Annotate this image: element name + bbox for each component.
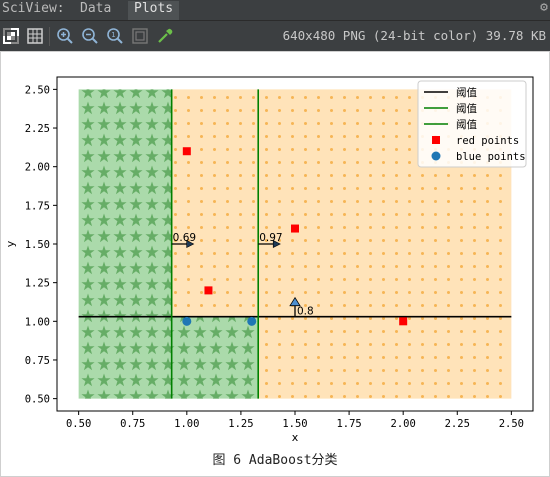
y-tick-label: 2.25 <box>25 123 50 135</box>
annotation-arrow-head <box>272 240 281 248</box>
zoom-out-icon[interactable] <box>81 27 99 45</box>
region-hatch <box>258 316 512 399</box>
x-tick-label: 1.75 <box>336 418 361 430</box>
x-axis-ticks: 0.50 0.75 1.00 1.25 1.50 1.75 2.00 2.25 2.50 <box>66 411 524 430</box>
annotation-label: 0.69 <box>173 232 196 244</box>
x-tick-label: 0.75 <box>120 418 145 430</box>
image-info: 640x480 PNG (24-bit color) 39.78 KB <box>282 28 546 43</box>
red-point <box>182 147 191 156</box>
annotation-label: 0.97 <box>259 232 282 244</box>
actual-size-icon[interactable]: 1 <box>106 27 124 45</box>
tab-plots[interactable]: Plots <box>128 1 180 20</box>
y-axis-ticks: 0.50 0.75 1.00 1.25 1.50 1.75 2.00 2.25 2.50 <box>25 84 57 406</box>
fit-icon[interactable] <box>131 27 149 45</box>
x-tick-label: 1.00 <box>174 418 199 430</box>
y-tick-label: 1.00 <box>25 316 50 328</box>
x-tick-label: 1.25 <box>228 418 253 430</box>
svg-text:1: 1 <box>111 31 115 39</box>
legend-circle-swatch <box>431 151 441 161</box>
annotation-label: 0.8 <box>297 306 314 318</box>
image-toolbar: 1 640x480 PNG (24-bit color) 39.78 KB <box>0 20 550 52</box>
sciview-header: SciView: Data Plots ⚙ <box>0 0 550 20</box>
x-tick-label: 0.50 <box>66 418 91 430</box>
blue-point <box>247 316 257 326</box>
legend-label: red points <box>456 135 519 147</box>
data-points <box>182 147 408 326</box>
y-tick-label: 1.75 <box>25 200 50 212</box>
adaboost-chart: 0.69 0.97 0.8 0.50 0.75 1.00 1.25 1.50 1.75 2.00… <box>4 76 534 444</box>
legend-label: 阈值 <box>456 118 477 131</box>
region-hatch <box>171 316 259 399</box>
annotation-arrow-head <box>289 296 301 307</box>
tab-data[interactable]: Data <box>80 1 112 16</box>
x-tick-label: 2.50 <box>499 418 524 430</box>
legend-square-swatch <box>432 136 440 144</box>
red-point <box>204 286 213 295</box>
red-point <box>291 224 299 233</box>
color-picker-icon[interactable] <box>156 27 174 45</box>
legend-label: 阈值 <box>456 102 477 115</box>
region-hatch <box>78 89 172 399</box>
legend-label: blue points <box>456 151 526 163</box>
y-tick-label: 0.75 <box>25 355 50 367</box>
y-tick-label: 0.50 <box>25 394 50 406</box>
x-tick-label: 2.00 <box>391 418 416 430</box>
y-tick-label: 1.50 <box>25 239 50 251</box>
red-point <box>399 317 408 326</box>
annotation-arrow-head <box>186 240 195 248</box>
toolbar-divider <box>49 27 50 46</box>
y-tick-label: 1.25 <box>25 278 50 290</box>
x-axis-label: x <box>292 431 299 444</box>
gear-icon[interactable]: ⚙ <box>540 0 548 15</box>
x-tick-label: 2.25 <box>445 418 470 430</box>
checker-icon[interactable] <box>2 27 20 45</box>
y-tick-label: 2.00 <box>25 162 50 174</box>
legend-label: 阈值 <box>456 86 477 99</box>
figure-caption: 图 6 AdaBoost分类 <box>212 453 338 468</box>
app-label: SciView: <box>2 1 65 16</box>
y-axis-label: y <box>4 240 17 247</box>
annotations: 0.69 0.97 0.8 <box>171 232 314 318</box>
zoom-in-icon[interactable] <box>56 27 74 45</box>
y-tick-label: 2.50 <box>25 84 50 96</box>
legend-box <box>417 80 527 168</box>
x-tick-label: 1.50 <box>282 418 307 430</box>
grid-icon[interactable] <box>26 27 44 45</box>
blue-point <box>182 316 192 326</box>
decision-regions <box>78 89 512 399</box>
